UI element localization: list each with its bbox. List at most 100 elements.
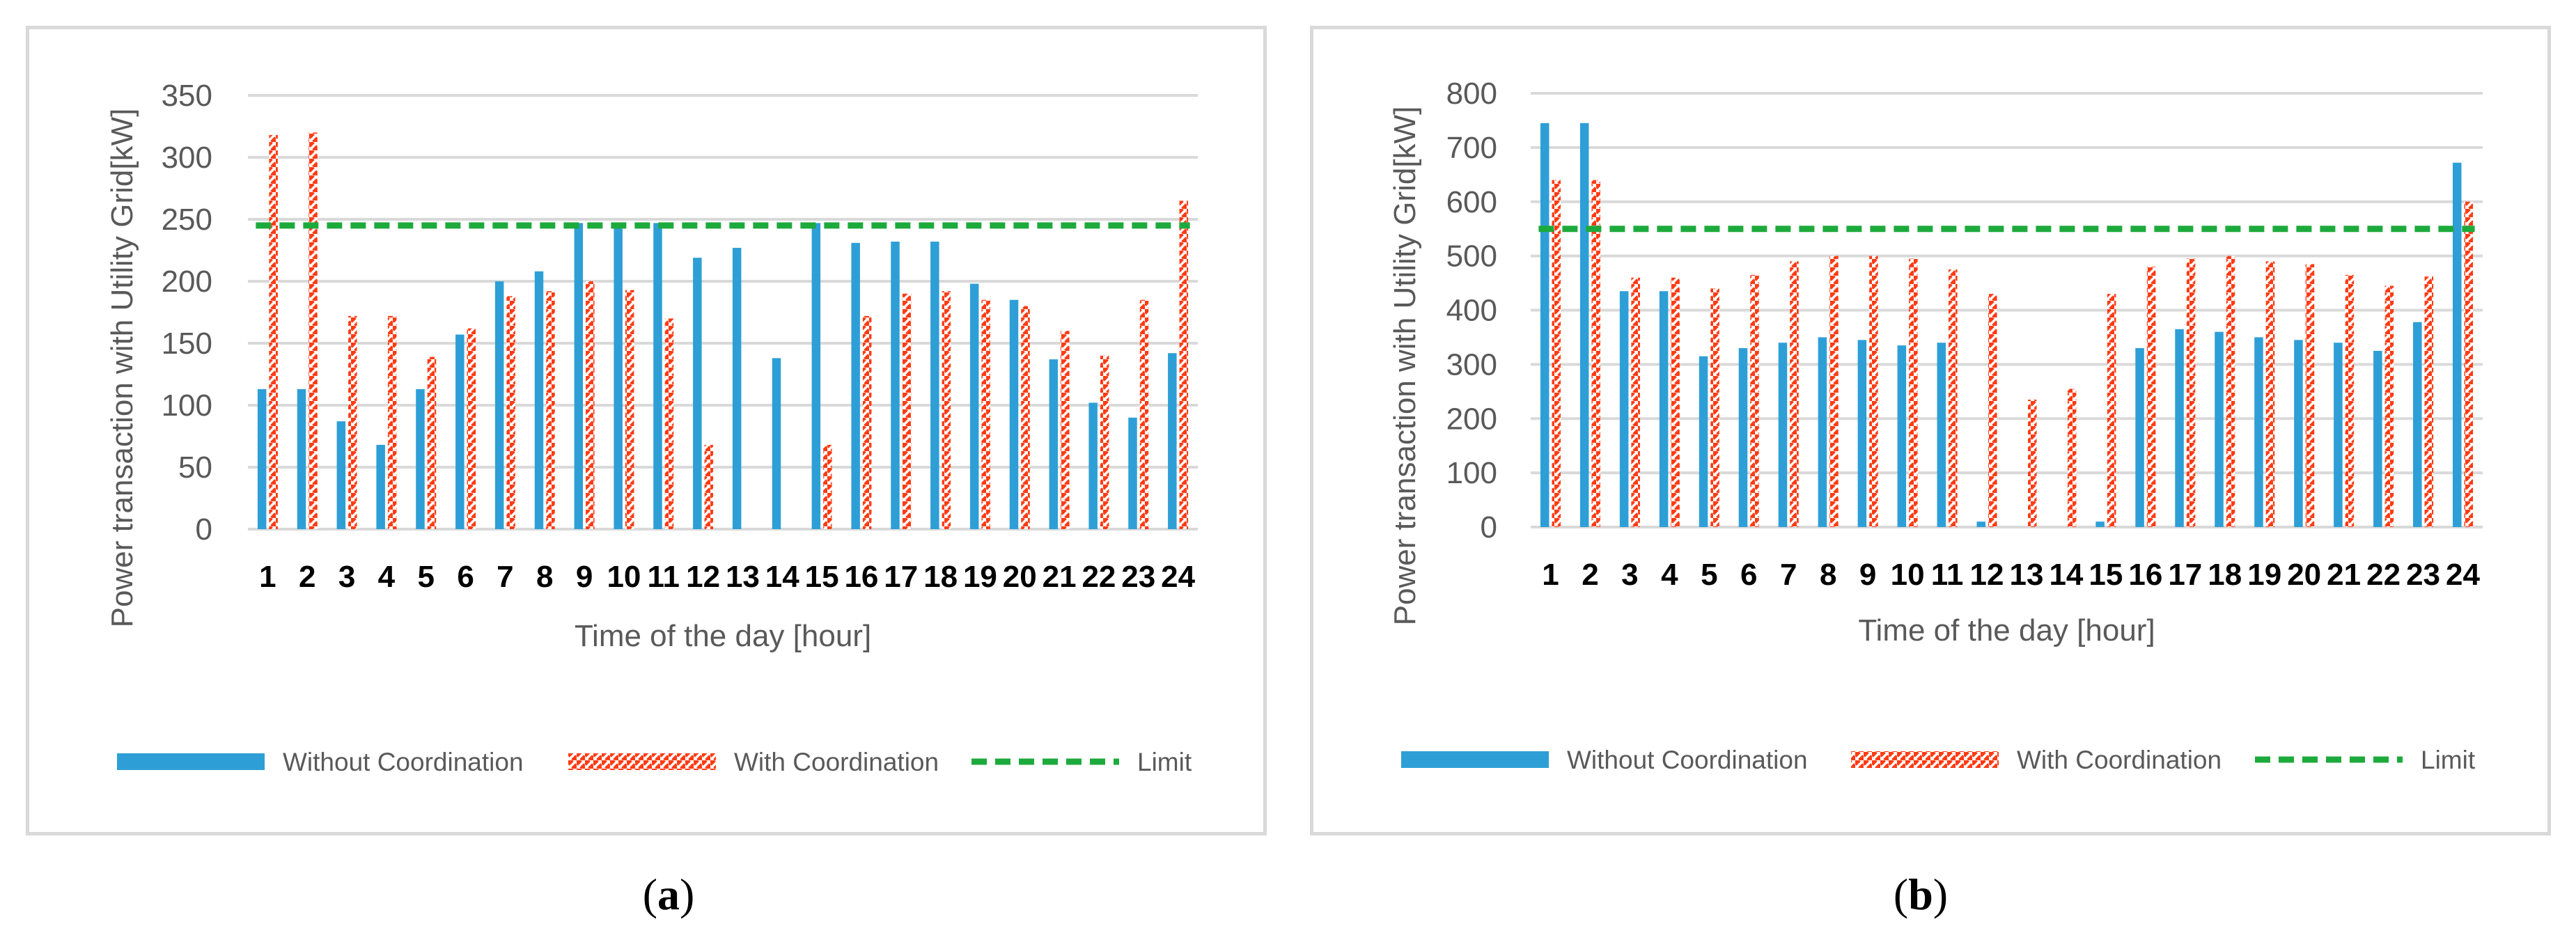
bar-without-coordination bbox=[1778, 343, 1788, 527]
chart-panel-b bbox=[1310, 26, 2551, 835]
x-tick-label: 14 bbox=[2049, 558, 2083, 592]
legend-label-limit: Limit bbox=[1137, 748, 1192, 776]
x-axis-title: Time of the day [hour] bbox=[575, 619, 871, 653]
bar-without-coordination bbox=[2215, 331, 2224, 527]
bar-with-coordination bbox=[942, 291, 951, 529]
caption-b: (b) bbox=[1893, 870, 1949, 919]
bar-with-coordination bbox=[2107, 294, 2116, 527]
x-tick-label: 21 bbox=[1043, 560, 1077, 594]
bar-with-coordination bbox=[467, 328, 476, 529]
bar-with-coordination bbox=[2226, 256, 2235, 527]
bar-with-coordination bbox=[1869, 256, 1878, 527]
bar-without-coordination bbox=[1579, 123, 1589, 528]
bar-with-coordination bbox=[981, 299, 990, 529]
y-tick-label: 50 bbox=[178, 450, 212, 485]
x-tick-label: 16 bbox=[2128, 558, 2162, 592]
bar-without-coordination bbox=[2135, 348, 2144, 527]
bar-with-coordination bbox=[546, 291, 555, 529]
bar-with-coordination bbox=[1061, 331, 1070, 529]
x-tick-label: 17 bbox=[884, 560, 918, 594]
bar-without-coordination bbox=[614, 223, 623, 529]
bar-with-coordination bbox=[664, 318, 674, 529]
x-tick-label: 4 bbox=[1661, 558, 1678, 592]
bar-with-coordination bbox=[2146, 267, 2156, 527]
bar-without-coordination bbox=[2334, 343, 2343, 527]
bar-without-coordination bbox=[494, 281, 504, 529]
x-tick-label: 13 bbox=[2010, 558, 2044, 592]
legend-swatch-with bbox=[568, 753, 716, 770]
x-tick-label: 10 bbox=[1891, 558, 1925, 592]
x-tick-label: 7 bbox=[1780, 558, 1797, 592]
bar-without-coordination bbox=[1049, 359, 1059, 529]
bar-without-coordination bbox=[376, 444, 385, 529]
bar-with-coordination bbox=[348, 315, 357, 529]
bar-with-coordination bbox=[625, 290, 634, 529]
bar-with-coordination bbox=[2067, 388, 2077, 527]
x-tick-label: 17 bbox=[2168, 558, 2202, 592]
x-tick-label: 18 bbox=[923, 560, 958, 594]
bar-with-coordination bbox=[1710, 288, 1719, 527]
bar-with-coordination bbox=[1829, 256, 1839, 527]
x-tick-label: 3 bbox=[1621, 558, 1638, 592]
x-tick-label: 15 bbox=[2089, 558, 2123, 592]
bar-without-coordination bbox=[1818, 337, 1827, 527]
bar-with-coordination bbox=[1909, 258, 1918, 527]
legend-swatch-without bbox=[1401, 751, 1549, 768]
bar-without-coordination bbox=[1937, 343, 1946, 527]
bar-without-coordination bbox=[1659, 291, 1669, 527]
bar-with-coordination bbox=[1750, 274, 1759, 527]
x-tick-label: 19 bbox=[963, 560, 997, 594]
x-tick-label: 8 bbox=[1820, 558, 1836, 592]
bar-with-coordination bbox=[1021, 306, 1030, 529]
legend-label-with: With Coordination bbox=[2017, 746, 2222, 774]
bar-with-coordination bbox=[1179, 201, 1189, 529]
bar-without-coordination bbox=[772, 358, 781, 529]
bar-without-coordination bbox=[336, 421, 346, 529]
bar-without-coordination bbox=[2254, 337, 2263, 527]
legend: Without Coordination With Coordination Lim… bbox=[117, 748, 1192, 776]
x-tick-label: 21 bbox=[2327, 558, 2361, 592]
bar-with-coordination bbox=[902, 293, 912, 529]
x-tick-label: 23 bbox=[2406, 558, 2440, 592]
bar-with-coordination bbox=[1790, 261, 1799, 527]
caption-b-letter: b bbox=[1908, 870, 1933, 919]
bar-without-coordination bbox=[1976, 521, 1986, 527]
bar-with-coordination bbox=[269, 134, 278, 529]
x-tick-label: 9 bbox=[1859, 558, 1876, 592]
y-tick-label: 0 bbox=[1481, 510, 1497, 544]
x-tick-label: 2 bbox=[1582, 558, 1598, 592]
bar-with-coordination bbox=[1671, 277, 1680, 527]
bar-without-coordination bbox=[2413, 322, 2422, 527]
bar-with-coordination bbox=[2305, 264, 2315, 527]
x-tick-label: 23 bbox=[1121, 560, 1155, 594]
bar-without-coordination bbox=[1897, 345, 1907, 527]
y-axis-title: Power transaction with Utility Grid[kW] bbox=[1388, 107, 1422, 626]
x-tick-label: 11 bbox=[647, 560, 680, 594]
x-tick-label: 2 bbox=[299, 560, 315, 594]
x-tick-label: 20 bbox=[2287, 558, 2321, 592]
bar-with-coordination bbox=[862, 315, 872, 529]
legend-swatch-with bbox=[1851, 751, 1999, 768]
y-tick-label: 600 bbox=[1446, 185, 1497, 219]
bar-with-coordination bbox=[704, 444, 714, 529]
bar-with-coordination bbox=[1591, 180, 1600, 527]
bar-with-coordination bbox=[1949, 269, 1958, 527]
bar-with-coordination bbox=[2345, 274, 2355, 527]
x-tick-label: 10 bbox=[607, 560, 641, 594]
y-tick-label: 800 bbox=[1446, 77, 1497, 111]
legend-label-without: Without Coordination bbox=[1567, 746, 1808, 774]
y-tick-label: 700 bbox=[1446, 131, 1497, 165]
bar-without-coordination bbox=[1088, 402, 1098, 529]
legend-label-with: With Coordination bbox=[734, 748, 939, 776]
bar-without-coordination bbox=[851, 242, 860, 529]
x-tick-label: 22 bbox=[2366, 558, 2401, 592]
bar-without-coordination bbox=[732, 247, 742, 529]
bar-without-coordination bbox=[2095, 521, 2105, 527]
bar-with-coordination bbox=[2384, 285, 2394, 527]
caption-a-letter: a bbox=[657, 870, 680, 919]
x-tick-label: 8 bbox=[536, 560, 553, 594]
x-tick-label: 9 bbox=[576, 560, 593, 594]
bar-without-coordination bbox=[653, 223, 662, 529]
y-tick-label: 500 bbox=[1446, 240, 1497, 274]
